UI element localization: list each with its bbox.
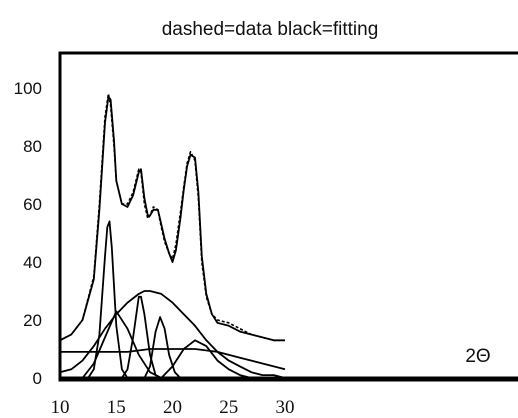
y-tick-label: 80 — [23, 137, 42, 156]
x-tick-label: 30 — [276, 397, 295, 418]
x-axis-label: 2Θ — [465, 346, 490, 367]
y-axis-ticks: 0 20 40 60 80 100 — [14, 79, 42, 388]
x-tick-label: 25 — [219, 397, 238, 418]
x-tick-label: 20 — [163, 397, 182, 418]
component-peak-line — [60, 348, 286, 371]
y-tick-label: 20 — [23, 311, 42, 330]
plot-frame — [58, 51, 518, 382]
component-peak-line — [160, 339, 252, 379]
plot-area — [60, 93, 518, 380]
y-tick-label: 100 — [14, 79, 42, 98]
x-tick-label: 15 — [107, 397, 126, 418]
x-tick-label: 10 — [51, 397, 70, 418]
y-tick-label: 60 — [23, 195, 42, 214]
component-peak-line — [121, 295, 162, 379]
component-peak-line — [143, 316, 182, 379]
component-peak-line — [87, 220, 129, 379]
y-tick-label: 40 — [23, 253, 42, 272]
y-tick-label: 0 — [33, 369, 42, 388]
fitting-series-line — [60, 95, 285, 342]
x-axis-ticks: 10 15 20 25 30 — [51, 397, 295, 418]
chart-title: dashed=data black=fitting — [162, 19, 379, 40]
